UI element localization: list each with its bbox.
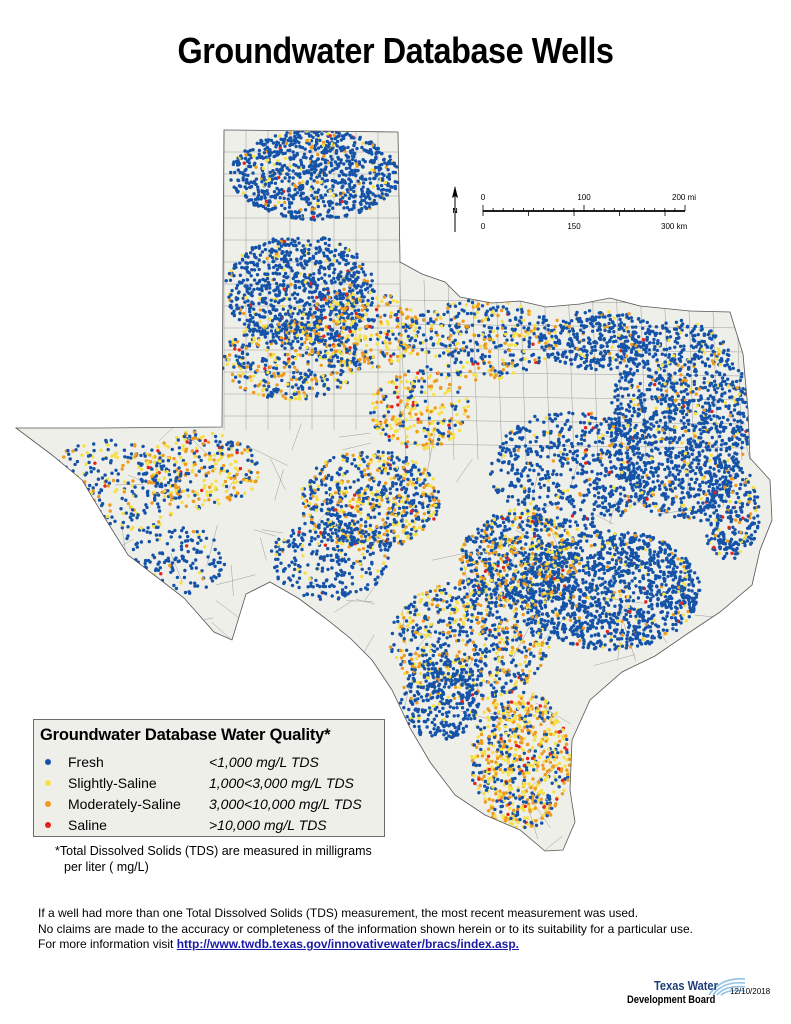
map-date: 12/10/2018 <box>730 987 771 996</box>
legend-label: Moderately-Saline <box>68 795 181 812</box>
scale-mi-200: 200 mi <box>672 193 696 202</box>
legend-label: Slightly-Saline <box>68 774 157 791</box>
legend-range: 1,000<3,000 mg/L TDS <box>209 774 354 791</box>
legend-range: 3,000<10,000 mg/L TDS <box>209 795 362 812</box>
well-points <box>40 130 761 831</box>
footer-line3-prefix: For more information visit <box>38 937 177 951</box>
footer-line3: For more information visit http://www.tw… <box>38 937 693 953</box>
logo-text-line2: Development Board <box>627 994 716 1006</box>
footer-notes: If a well had more than one Total Dissol… <box>38 906 693 953</box>
legend-item-fresh: Fresh <1,000 mg/L TDS <box>40 751 384 772</box>
legend-label: Fresh <box>68 753 104 770</box>
texas-outline <box>14 129 773 852</box>
scale-mi-0: 0 <box>481 193 486 202</box>
tds-footnote-line1: *Total Dissolved Solids (TDS) are measur… <box>55 844 372 858</box>
legend-range: >10,000 mg/L TDS <box>209 816 327 833</box>
scale-bar <box>482 205 686 216</box>
fresh-dot-icon <box>45 758 51 765</box>
scale-km-0: 0 <box>481 222 486 231</box>
saline-dot-icon <box>45 821 51 828</box>
map-title: Groundwater Database Wells <box>177 30 614 71</box>
legend-range: <1,000 mg/L TDS <box>209 753 319 770</box>
scale-bar-km-labels: 0 150 300 km <box>481 222 688 231</box>
scale-km-150: 150 <box>567 222 581 231</box>
scale-bar-mile-labels: 0 100 200 mi <box>481 193 696 202</box>
legend-item-slightly-saline: Slightly-Saline 1,000<3,000 mg/L TDS <box>40 772 384 793</box>
scale-km-300: 300 km <box>661 222 688 231</box>
bracs-info-link[interactable]: http://www.twdb.texas.gov/innovativewate… <box>176 937 520 951</box>
legend-box: Groundwater Database Water Quality* Fres… <box>33 719 385 837</box>
tds-footnote-line2: per liter ( mg/L) <box>64 860 149 874</box>
legend-label: Saline <box>68 816 107 833</box>
logo-text-line1: Texas Water <box>654 978 718 993</box>
footer-line2: No claims are made to the accuracy or co… <box>38 921 693 936</box>
legend-item-saline: Saline >10,000 mg/L TDS <box>40 814 384 835</box>
moderately-saline-dot-icon <box>45 800 51 807</box>
legend-title: Groundwater Database Water Quality* <box>40 726 331 744</box>
footer-line1: If a well had more than one Total Dissol… <box>38 906 639 920</box>
texas-land <box>16 130 772 851</box>
scale-mi-100: 100 <box>577 193 591 202</box>
north-label: N <box>452 208 457 215</box>
slightly-saline-dot-icon <box>45 779 51 786</box>
north-arrow-icon: N <box>452 186 458 232</box>
water-waves-icon <box>708 978 746 996</box>
tds-footnote: *Total Dissolved Solids (TDS) are measur… <box>55 843 395 875</box>
legend-item-moderately-saline: Moderately-Saline 3,000<10,000 mg/L TDS <box>40 793 384 814</box>
twdb-logo: Texas Water Development Board 12/10/2018 <box>627 975 777 1015</box>
